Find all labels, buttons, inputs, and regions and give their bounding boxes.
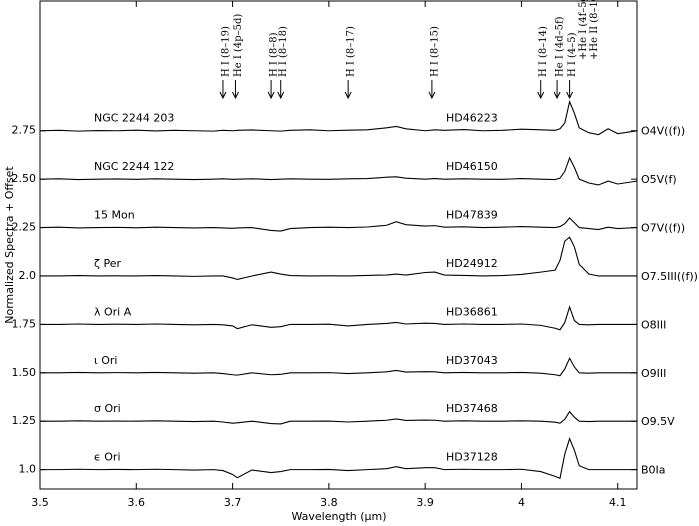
annotation-arrowhead — [344, 91, 352, 100]
spectrum-line — [40, 305, 637, 331]
series-sptype: O7V((f)) — [641, 222, 685, 235]
annotation-label: H I (8–18) — [278, 26, 289, 77]
series-sptype: O5V(f) — [641, 173, 677, 186]
annotation-arrowhead — [566, 91, 574, 100]
series-sptype: B0Ia — [641, 464, 666, 477]
annotation-label: +He I (4f–5g) — [578, 0, 589, 60]
spectrum-line — [39, 156, 638, 186]
x-tick-label: 4 — [518, 496, 525, 509]
annotation-label: +He II (8–10) — [589, 0, 600, 60]
series-name: 15 Mon — [94, 209, 135, 222]
y-tick-label: 2.25 — [12, 221, 37, 234]
spectrum-line — [40, 410, 637, 425]
annotation-label: H I (8–17) — [346, 26, 357, 77]
series-sptype: O7.5III((f)) — [641, 270, 698, 283]
x-axis-label: Wavelength (μm) — [291, 510, 386, 523]
annotation-arrowhead — [428, 91, 436, 100]
series-id: HD36861 — [446, 305, 498, 318]
series-name: ι Ori — [94, 354, 117, 367]
y-tick-label: 2.0 — [19, 269, 37, 282]
y-tick-label: 1.0 — [19, 463, 37, 476]
y-tick-label: 1.75 — [12, 317, 37, 330]
y-tick-label: 2.75 — [12, 124, 37, 137]
annotation-label: H I (8–19) — [220, 26, 231, 77]
series-name: σ Ori — [94, 402, 121, 415]
spectrum-line — [39, 99, 638, 136]
series-id: HD47839 — [446, 209, 498, 222]
series-id: HD37468 — [446, 402, 498, 415]
x-tick-label: 3.6 — [128, 496, 146, 509]
annotation-arrowhead — [267, 91, 275, 100]
y-axis-label: Normalized Spectra + Offset — [3, 166, 16, 324]
annotation-label: He I (4p–5d) — [233, 14, 244, 77]
annotation-label: H I (8–14) — [538, 26, 549, 77]
series-sptype: O4V((f)) — [641, 125, 685, 138]
annotation-arrowhead — [277, 91, 285, 100]
series-name: NGC 2244 122 — [94, 160, 174, 173]
y-tick-label: 1.50 — [12, 366, 37, 379]
spectrum-line — [40, 437, 637, 480]
series-name: NGC 2244 203 — [94, 112, 174, 125]
y-tick-label: 2.50 — [12, 172, 37, 185]
series-sptype: O9III — [641, 367, 666, 380]
spectrum-line — [40, 236, 637, 281]
series-id: HD24912 — [446, 257, 498, 270]
annotation-label: H I (4–5) — [567, 32, 578, 77]
series-sptype: O8III — [641, 318, 666, 331]
series-sptype: O9.5V — [641, 415, 675, 428]
x-tick-label: 4.1 — [609, 496, 627, 509]
series-id: HD37128 — [446, 451, 498, 464]
annotation-label: H I (8–15) — [429, 26, 440, 77]
x-tick-label: 3.7 — [224, 496, 242, 509]
spectrum-line — [39, 217, 638, 232]
annotation-arrowhead — [219, 91, 227, 100]
series-id: HD46150 — [446, 160, 498, 173]
series-name: ϵ Ori — [94, 451, 121, 464]
annotation-label: H I (8–8) — [269, 32, 280, 77]
x-tick-label: 3.8 — [320, 496, 338, 509]
series-name: λ Ori A — [94, 305, 132, 318]
annotation-arrowhead — [553, 91, 561, 100]
series-id: HD46223 — [446, 112, 498, 125]
annotation-label: He I (4d–5f) — [555, 16, 566, 77]
plot-frame — [39, 0, 638, 490]
annotation-arrowhead — [232, 91, 239, 100]
spectrum-line — [40, 357, 637, 377]
x-tick-label: 3.5 — [31, 496, 49, 509]
y-tick-label: 1.25 — [12, 414, 37, 427]
series-name: ζ Per — [94, 257, 121, 270]
annotation-arrowhead — [537, 91, 545, 100]
series-id: HD37043 — [446, 354, 498, 367]
x-tick-label: 3.9 — [416, 496, 434, 509]
